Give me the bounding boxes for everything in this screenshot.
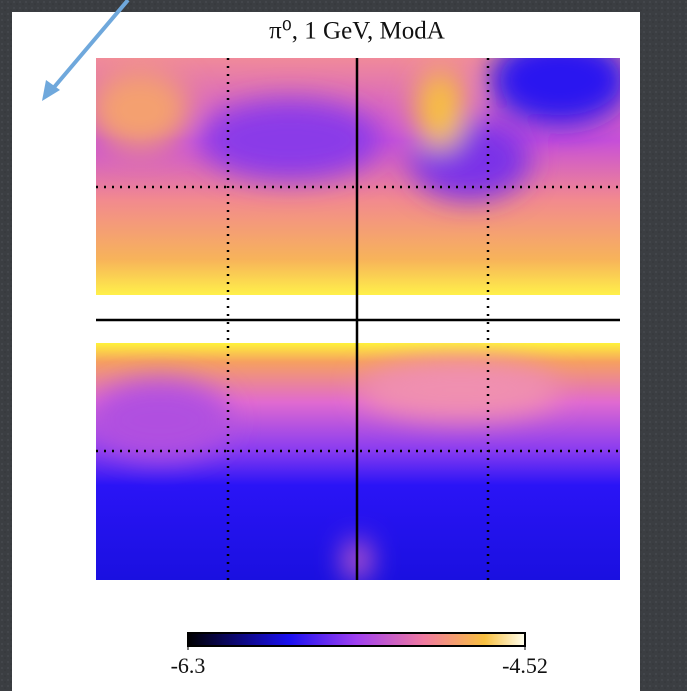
arrow xyxy=(48,0,130,94)
sky-map xyxy=(96,58,620,580)
colorbar xyxy=(187,632,526,647)
arrow-head xyxy=(42,80,60,101)
colorbar-tick-label: -4.52 xyxy=(502,653,548,678)
chart-title: π⁰, 1 GeV, ModA xyxy=(269,18,445,45)
colorbar-tick-label: -6.3 xyxy=(171,653,206,678)
